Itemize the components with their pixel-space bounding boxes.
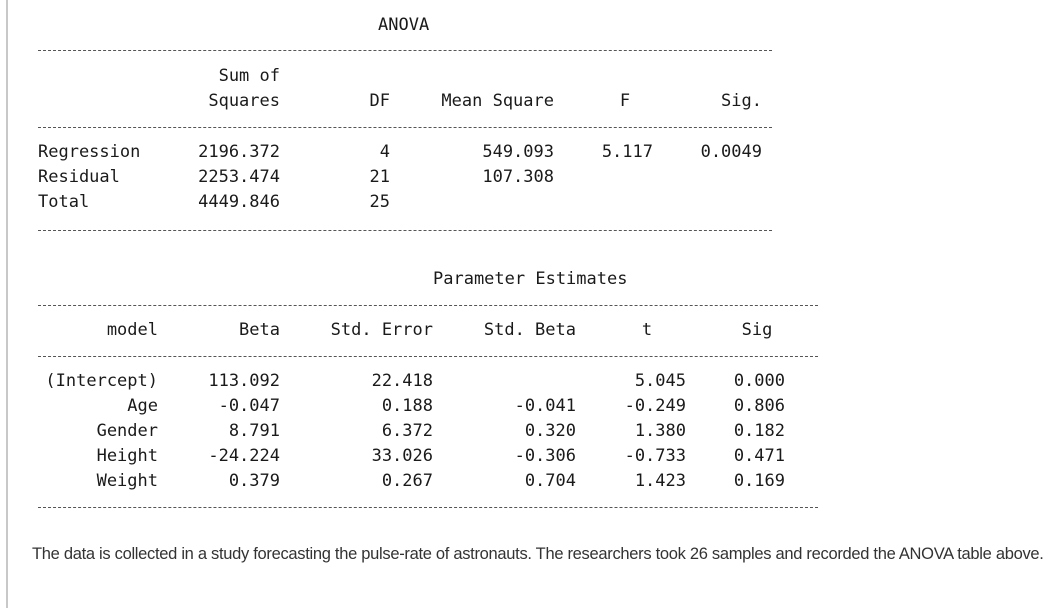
- cell-sig: 0.182: [733, 421, 785, 441]
- question-caption: The data is collected in a study forecas…: [32, 545, 1044, 563]
- cell-f: 5.117: [601, 142, 653, 162]
- row-model: (Intercept): [45, 371, 158, 391]
- divider: [38, 230, 772, 231]
- cell-sig: 0.806: [733, 396, 785, 416]
- cell-df: 4: [379, 142, 390, 162]
- anova-title: ANOVA: [378, 15, 430, 35]
- cell-ss: 4449.846: [198, 192, 280, 212]
- cell-beta: 113.092: [208, 371, 280, 391]
- header-se: Std. Error: [330, 320, 433, 340]
- row-source: Regression: [38, 142, 141, 162]
- cell-sig: 0.471: [733, 446, 785, 466]
- divider: [38, 305, 818, 306]
- divider: [38, 356, 818, 357]
- cell-std-beta: -0.306: [514, 446, 576, 466]
- cell-se: 33.026: [371, 446, 433, 466]
- row-source: Total: [38, 192, 90, 212]
- cell-se: 22.418: [371, 371, 433, 391]
- cell-beta: -24.224: [208, 446, 280, 466]
- header-model: model: [106, 320, 158, 340]
- cell-ss: 2253.474: [198, 167, 280, 187]
- cell-ms: 107.308: [482, 167, 554, 187]
- cell-se: 6.372: [381, 421, 433, 441]
- cell-se: 0.188: [381, 396, 433, 416]
- header-ss-line1: Sum of: [218, 66, 280, 86]
- row-model: Age: [127, 396, 158, 416]
- divider: [38, 507, 818, 508]
- cell-df: 25: [369, 192, 390, 212]
- divider: [38, 50, 772, 51]
- left-border: [6, 0, 8, 608]
- cell-beta: 8.791: [228, 421, 280, 441]
- cell-sig: 0.169: [733, 471, 785, 491]
- header-ms: Mean Square: [441, 91, 554, 111]
- cell-ms: 549.093: [482, 142, 554, 162]
- header-sig: Sig.: [721, 91, 762, 111]
- header-df: DF: [369, 91, 390, 111]
- cell-t: 1.423: [634, 471, 686, 491]
- row-model: Height: [96, 446, 158, 466]
- row-source: Residual: [38, 167, 120, 187]
- header-f: F: [619, 91, 631, 111]
- cell-t: 5.045: [634, 371, 686, 391]
- cell-t: -0.733: [624, 446, 686, 466]
- row-model: Gender: [96, 421, 158, 441]
- cell-sig: 0.0049: [700, 142, 762, 162]
- header-beta: Beta: [239, 320, 280, 340]
- cell-ss: 2196.372: [198, 142, 280, 162]
- cell-beta: -0.047: [218, 396, 280, 416]
- cell-std-beta: 0.320: [524, 421, 576, 441]
- header-t: t: [641, 320, 653, 340]
- cell-se: 0.267: [381, 471, 433, 491]
- cell-beta: 0.379: [228, 471, 280, 491]
- header-std-beta: Std. Beta: [483, 320, 576, 340]
- cell-sig: 0.000: [733, 371, 785, 391]
- params-title: Parameter Estimates: [433, 269, 628, 289]
- header-sig: Sig: [741, 320, 773, 340]
- cell-t: 1.380: [634, 421, 686, 441]
- row-model: Weight: [96, 471, 158, 491]
- cell-std-beta: -0.041: [514, 396, 576, 416]
- divider: [38, 127, 772, 128]
- cell-df: 21: [369, 167, 390, 187]
- cell-std-beta: 0.704: [524, 471, 576, 491]
- header-ss-line2: Squares: [208, 91, 280, 111]
- cell-t: -0.249: [624, 396, 686, 416]
